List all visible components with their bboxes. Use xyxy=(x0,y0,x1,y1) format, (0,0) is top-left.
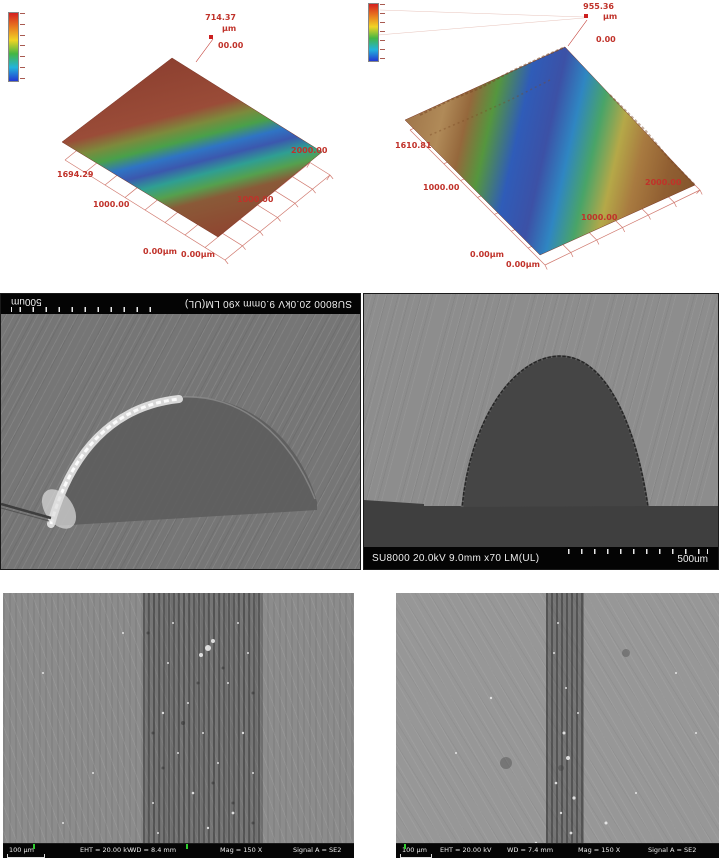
profilometry-panel-right: 955.36 µm 0.00 1610.81 1000.00 0.00µm 0.… xyxy=(360,0,719,293)
peak-marker xyxy=(209,35,213,39)
ridge-texture xyxy=(419,46,696,186)
axis-y-mid: 1000.00 xyxy=(423,183,460,192)
sem-info-text: SU8000 20.0kV 9.0mm x70 LM(UL) xyxy=(372,552,540,564)
crack-line-2 xyxy=(1,507,50,522)
peak-unit-label: µm xyxy=(222,24,237,33)
eht-value: EHT = 20.00 kV xyxy=(80,846,132,854)
laser-track-band xyxy=(546,593,584,844)
mag-value: Mag = 150 X xyxy=(220,846,263,854)
dome-shape xyxy=(462,355,648,507)
sem-info-bar: SU8000 20.0kV 9.0mm x90 LM(UL) 500um xyxy=(1,294,360,314)
sem-info-bar: SU8000 20.0kV 9.0mm x70 LM(UL) 500um xyxy=(364,547,718,569)
sem-info-bar: 100 µm EHT = 20.00 kV WD = 7.4 mm Mag = … xyxy=(396,843,719,858)
axis-y-max: 1610.81 xyxy=(395,141,432,150)
colorbar-ticks xyxy=(380,4,385,59)
signal-value: Signal A = SE2 xyxy=(648,846,697,854)
axis-y-max: 1694.29 xyxy=(57,170,94,179)
axis-origin-a: 0.00µm xyxy=(470,250,504,259)
crack-line xyxy=(1,502,52,520)
groove-cross-section xyxy=(1,395,317,529)
axis-x-mid: 1000.00 xyxy=(581,213,618,222)
height-colorbar xyxy=(8,12,19,82)
dome-shape xyxy=(53,396,317,526)
laser-track-band xyxy=(143,593,263,844)
sem-panel-bottom-left: 100 µm EHT = 20.00 kV WD = 8.4 mm Mag = … xyxy=(3,593,354,858)
peak-marker xyxy=(584,14,588,18)
speckle-texture xyxy=(42,622,255,834)
eht-value: EHT = 20.00 kV xyxy=(440,846,492,854)
scale-bar-label: 500um xyxy=(677,554,708,565)
axis-origin-b: 0.00µm xyxy=(506,260,540,269)
profilometry-left-drawing xyxy=(61,38,334,265)
bump-cross-section xyxy=(364,354,718,547)
scale-bar-ticks xyxy=(11,307,151,312)
wd-value: WD = 8.4 mm xyxy=(130,846,177,854)
peak-unit-label: µm xyxy=(603,12,618,21)
axis-origin-b: 0.00µm xyxy=(181,250,215,259)
peak-leader-line xyxy=(567,19,588,47)
dark-substrate-left xyxy=(364,500,424,547)
sem-info-bar: 100 µm EHT = 20.00 kV WD = 8.4 mm Mag = … xyxy=(3,843,354,858)
surface-left xyxy=(61,57,323,238)
green-marker xyxy=(404,844,406,849)
axis-x-max: 2000.00 xyxy=(291,146,328,155)
height-colorbar xyxy=(368,3,379,62)
axis-x-max: 2000.00 xyxy=(645,178,682,187)
scale-bar-group: 500um xyxy=(11,294,151,314)
axis-origin-a: 0.00µm xyxy=(143,247,177,256)
peak-value-label: 714.37 xyxy=(205,13,236,22)
scale-bar-label: 100 µm xyxy=(9,846,34,854)
scale-bar-group: 500um xyxy=(568,547,708,569)
sem-info-text: SU8000 20.0kV 9.0mm x90 LM(UL) xyxy=(184,298,352,310)
scale-bar-line xyxy=(7,854,45,858)
sem-panel-bottom-right: 100 µm EHT = 20.00 kV WD = 7.4 mm Mag = … xyxy=(396,593,719,858)
axis-y-mid: 1000.00 xyxy=(93,200,130,209)
green-marker xyxy=(186,844,188,849)
z-corner-label: 00.00 xyxy=(218,41,244,50)
dome-edge xyxy=(461,355,649,508)
wd-value: WD = 7.4 mm xyxy=(507,846,554,854)
surface-right xyxy=(404,46,696,256)
scale-bar-label: 100 µm xyxy=(402,846,427,854)
axis-x-mid: 1000.00 xyxy=(237,195,274,204)
z-corner-label: 0.00 xyxy=(596,35,616,44)
peak-value-label: 955.36 xyxy=(583,2,614,11)
signal-value: Signal A = SE2 xyxy=(293,846,342,854)
mag-value: Mag = 150 X xyxy=(578,846,621,854)
scale-bar-ticks xyxy=(568,549,708,554)
scale-bar-label: 500um xyxy=(11,296,42,307)
dome-edge-light xyxy=(182,396,316,500)
profilometry-panel-left: 714.37 µm 00.00 1694.29 1000.00 0.00µm 0… xyxy=(0,0,360,293)
green-marker xyxy=(33,844,35,849)
sem-panel-mid-right: SU8000 20.0kV 9.0mm x70 LM(UL) 500um xyxy=(363,293,719,570)
profilometry-right-drawing xyxy=(377,9,703,270)
peak-leader-lines xyxy=(377,9,585,36)
scale-bar-line xyxy=(400,854,432,858)
peak-leader-line xyxy=(195,38,214,63)
speckle-texture xyxy=(455,622,697,844)
colorbar-ticks xyxy=(20,13,25,79)
sem-panel-mid-left: SU8000 20.0kV 9.0mm x90 LM(UL) 500um xyxy=(0,293,361,570)
